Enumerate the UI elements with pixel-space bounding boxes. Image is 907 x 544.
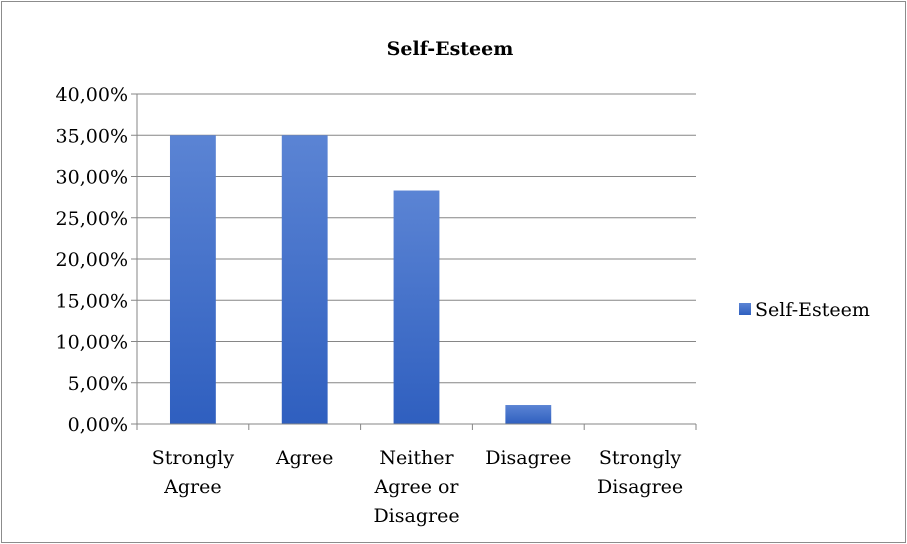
bars	[169, 135, 552, 424]
axes	[136, 94, 697, 430]
x-tick-label: Agree	[275, 447, 333, 469]
bar	[169, 135, 216, 424]
y-tick-label: 20,00%	[56, 249, 128, 271]
y-tick-label: 15,00%	[56, 290, 128, 312]
y-axis-ticks: 0,00% 5,00% 10,00% 15,00% 20,00% 25,00% 30,00%…	[56, 84, 137, 436]
bar	[505, 405, 552, 424]
y-tick-label: 5,00%	[68, 373, 128, 395]
y-tick-label: 40,00%	[56, 84, 128, 106]
legend-label-self-esteem: Self-Esteem	[755, 299, 870, 321]
x-axis-labels: Strongly Agree Agree Neither Agree or Disagre…	[152, 447, 683, 527]
y-tick-label: 35,00%	[56, 125, 128, 147]
y-tick-label: 25,00%	[56, 208, 128, 230]
x-tick-label: Strongly Disagree	[597, 447, 683, 498]
x-tick-label: Strongly Agree	[152, 447, 235, 498]
y-tick-label: 30,00%	[56, 167, 128, 189]
x-tick-label: Neither Agree or Disagree	[373, 447, 459, 527]
y-tick-label: 10,00%	[56, 332, 128, 354]
legend-swatch	[739, 303, 751, 315]
legend: Self-Esteem	[739, 299, 870, 321]
y-tick-label: 0,00%	[68, 414, 128, 436]
chart-title: Self-Esteem	[387, 38, 514, 60]
x-tick-label: Disagree	[485, 447, 571, 469]
bar	[281, 135, 328, 424]
bar	[393, 190, 440, 424]
